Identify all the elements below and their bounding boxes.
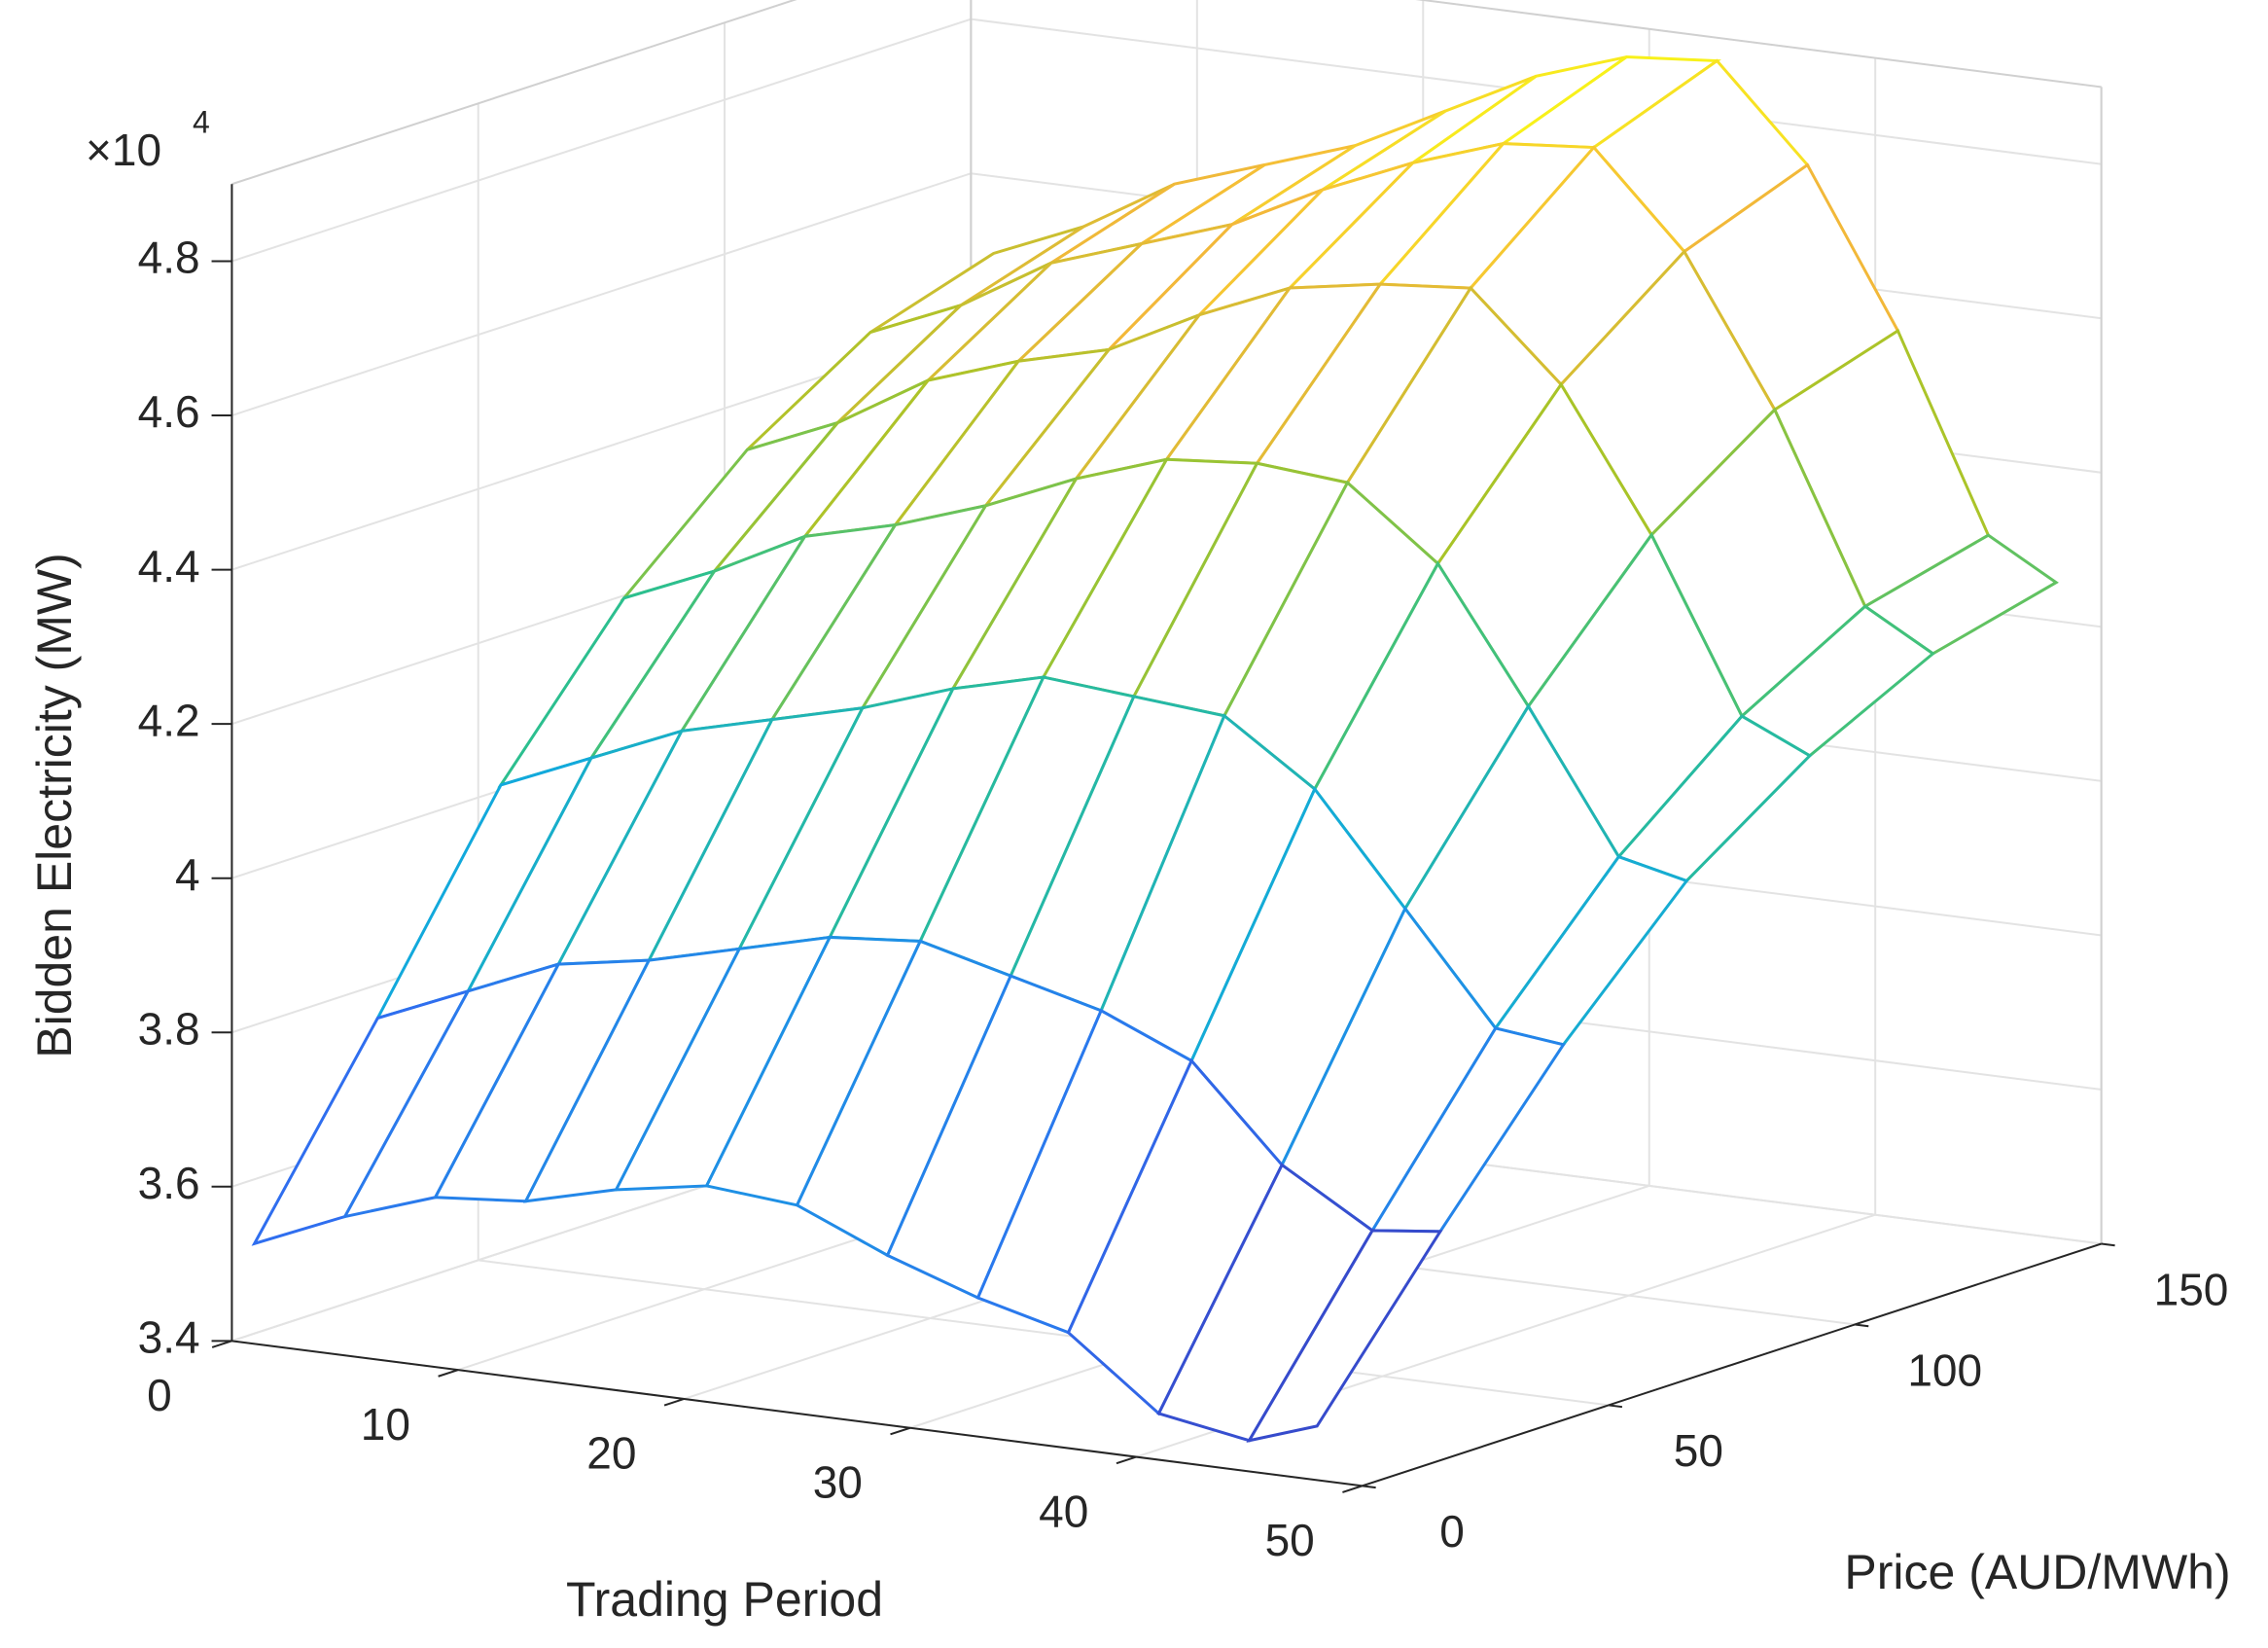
z-tick-label: 4.2 <box>138 695 200 745</box>
z-axis-label: Bidden Electricity (MW) <box>27 553 82 1058</box>
axis-line <box>231 1340 1363 1487</box>
x-tick <box>1116 1455 1137 1465</box>
y-tick-label: 50 <box>1674 1425 1723 1476</box>
mesh-cell <box>1246 1229 1443 1443</box>
z-tick-label: 4.4 <box>138 541 200 591</box>
y-tick-label: 0 <box>1439 1506 1465 1557</box>
y-tick-label: 150 <box>2154 1264 2229 1314</box>
z-tick-label: 4.6 <box>138 386 200 437</box>
y-axis-label: Price (AUD/MWh) <box>1844 1545 2230 1599</box>
x-tick-label: 10 <box>361 1399 410 1450</box>
x-tick <box>1342 1485 1364 1493</box>
y-tick <box>1855 1323 1869 1328</box>
z-tick-label: 4.8 <box>138 233 200 283</box>
box-edge <box>1415 0 2102 89</box>
x-tick-label: 0 <box>147 1370 172 1420</box>
z-scale-exponent: 4 <box>193 104 210 139</box>
y-tick-label: 100 <box>1907 1344 1982 1395</box>
x-tick <box>663 1397 685 1407</box>
box-edge <box>231 0 797 186</box>
x-tick <box>438 1369 459 1378</box>
x-tick-label: 20 <box>586 1428 636 1479</box>
y-tick <box>2101 1242 2115 1247</box>
y-tick <box>1608 1404 1623 1409</box>
x-tick <box>211 1340 232 1348</box>
z-scale-label: ×10 <box>86 125 161 175</box>
y-tick <box>1362 1485 1376 1489</box>
x-tick-label: 30 <box>813 1457 863 1508</box>
x-axis-label: Trading Period <box>566 1572 883 1627</box>
axis-line <box>1362 1242 2102 1487</box>
z-tick-label: 3.8 <box>138 1003 200 1054</box>
z-tick-label: 3.4 <box>138 1311 200 1362</box>
z-tick-label: 4 <box>175 849 200 900</box>
z-tick-label: 3.6 <box>138 1158 200 1208</box>
x-tick-label: 40 <box>1039 1486 1088 1536</box>
x-tick-label: 50 <box>1265 1515 1315 1565</box>
x-tick <box>890 1426 911 1436</box>
